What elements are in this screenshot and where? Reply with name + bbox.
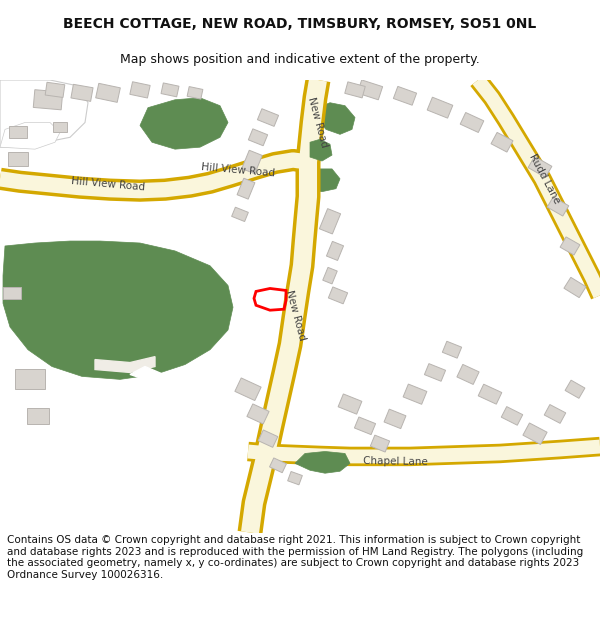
Text: Map shows position and indicative extent of the property.: Map shows position and indicative extent…: [120, 54, 480, 66]
Polygon shape: [384, 409, 406, 429]
Polygon shape: [247, 404, 269, 424]
Polygon shape: [9, 126, 27, 138]
Polygon shape: [232, 208, 248, 221]
Polygon shape: [338, 394, 362, 414]
Text: Chapel Lane: Chapel Lane: [362, 456, 427, 467]
Polygon shape: [308, 169, 340, 192]
Polygon shape: [53, 122, 67, 132]
Polygon shape: [523, 423, 547, 444]
Polygon shape: [95, 357, 155, 372]
Polygon shape: [95, 83, 121, 102]
Polygon shape: [424, 364, 446, 381]
Polygon shape: [8, 152, 28, 166]
Polygon shape: [394, 86, 416, 105]
Polygon shape: [33, 90, 63, 110]
Polygon shape: [560, 237, 580, 255]
Polygon shape: [0, 80, 88, 147]
Polygon shape: [310, 139, 332, 161]
Polygon shape: [328, 287, 347, 304]
Polygon shape: [403, 384, 427, 404]
Polygon shape: [460, 112, 484, 132]
Polygon shape: [0, 122, 60, 149]
Polygon shape: [564, 278, 586, 298]
Text: New Road: New Road: [307, 96, 329, 149]
Polygon shape: [71, 84, 93, 101]
Polygon shape: [457, 364, 479, 384]
Polygon shape: [565, 380, 585, 398]
Polygon shape: [370, 435, 389, 452]
Text: Rudd Lane: Rudd Lane: [528, 152, 562, 206]
Text: Hill View Road: Hill View Road: [71, 176, 145, 193]
Polygon shape: [242, 150, 262, 174]
Polygon shape: [269, 458, 286, 472]
Text: BEECH COTTAGE, NEW ROAD, TIMSBURY, ROMSEY, SO51 0NL: BEECH COTTAGE, NEW ROAD, TIMSBURY, ROMSE…: [64, 17, 536, 31]
Polygon shape: [161, 83, 179, 97]
Text: Hill View Road: Hill View Road: [201, 162, 275, 178]
Polygon shape: [427, 97, 453, 118]
Polygon shape: [345, 82, 365, 98]
Polygon shape: [358, 80, 383, 100]
Polygon shape: [544, 404, 566, 423]
Polygon shape: [316, 102, 355, 134]
Polygon shape: [478, 384, 502, 404]
Polygon shape: [235, 378, 261, 401]
Polygon shape: [442, 341, 461, 358]
Polygon shape: [323, 268, 337, 284]
Polygon shape: [140, 98, 228, 149]
Polygon shape: [528, 156, 552, 178]
Polygon shape: [319, 209, 341, 234]
Polygon shape: [3, 241, 233, 379]
Polygon shape: [355, 417, 376, 434]
Polygon shape: [248, 129, 268, 146]
Polygon shape: [547, 197, 569, 216]
Polygon shape: [326, 241, 344, 261]
Polygon shape: [257, 109, 278, 126]
Polygon shape: [258, 430, 278, 447]
Polygon shape: [295, 451, 350, 473]
Polygon shape: [237, 178, 255, 199]
Polygon shape: [287, 471, 302, 485]
Polygon shape: [130, 366, 175, 386]
Polygon shape: [130, 82, 150, 98]
Polygon shape: [15, 369, 45, 389]
Text: Contains OS data © Crown copyright and database right 2021. This information is : Contains OS data © Crown copyright and d…: [7, 535, 583, 580]
Polygon shape: [187, 87, 203, 99]
Polygon shape: [45, 82, 65, 98]
Polygon shape: [27, 408, 49, 424]
Polygon shape: [501, 407, 523, 425]
Polygon shape: [3, 288, 21, 299]
Text: New Road: New Road: [284, 289, 308, 341]
Polygon shape: [491, 132, 513, 152]
